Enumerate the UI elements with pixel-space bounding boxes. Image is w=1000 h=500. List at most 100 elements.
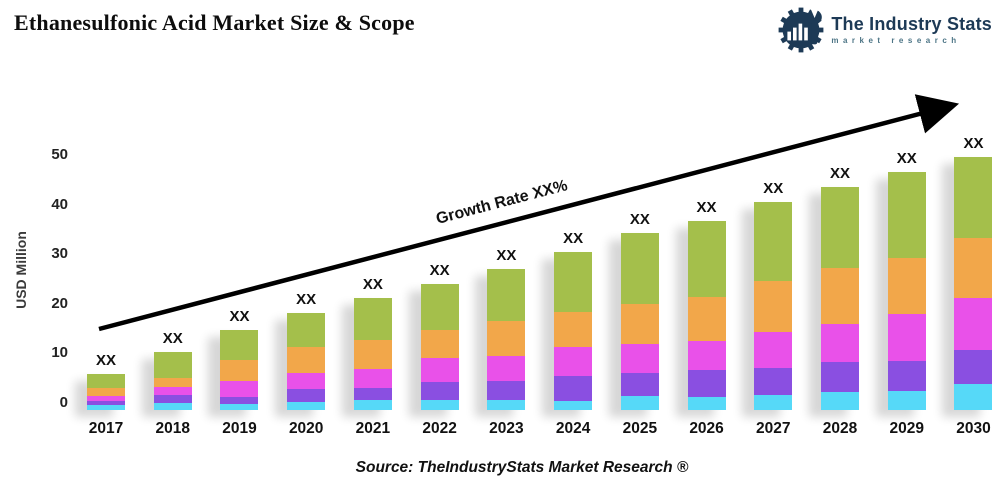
x-tick-2022: 2022 xyxy=(422,420,457,437)
bar-2025-segment-green xyxy=(620,233,659,305)
bar-2019 xyxy=(220,329,259,410)
bar-2029-segment-magenta xyxy=(887,314,926,362)
x-tick-2020: 2020 xyxy=(288,420,324,437)
bar-2027-segment-purple xyxy=(754,368,793,396)
bar-2019-segment-cyan xyxy=(220,404,259,410)
y-tick-0: 0 xyxy=(59,394,68,411)
bar-2020 xyxy=(287,313,326,410)
bar-2030-segment-purple xyxy=(954,349,993,385)
bar-2030-segment-cyan xyxy=(954,384,993,410)
bar-2027-segment-cyan xyxy=(754,395,793,410)
bar-2027-segment-orange xyxy=(754,280,793,332)
bar-2025-segment-orange xyxy=(620,304,659,345)
bar-2029-segment-purple xyxy=(887,361,926,392)
bar-value-label-2030: XX xyxy=(963,135,984,153)
brand-tagline: market research xyxy=(831,36,961,45)
gear-chart-wrench-icon xyxy=(778,6,824,53)
bar-2029-segment-green xyxy=(887,171,926,258)
bar-2020-segment-magenta xyxy=(287,373,326,390)
bar-value-label-2024: XX xyxy=(563,229,584,247)
x-tick-2028: 2028 xyxy=(822,420,858,437)
bar-2026-segment-purple xyxy=(687,369,726,397)
x-tick-2017: 2017 xyxy=(88,420,124,437)
page-title: Ethanesulfonic Acid Market Size & Scope xyxy=(14,10,415,35)
y-tick-20: 20 xyxy=(51,294,68,312)
bar-2018-segment-purple xyxy=(153,395,192,403)
bar-2030-segment-orange xyxy=(954,238,993,298)
bar-2028-segment-purple xyxy=(821,362,860,392)
y-axis-label: USD Million xyxy=(13,231,29,309)
bar-2029-segment-cyan xyxy=(887,391,926,410)
bar-value-label-2027: XX xyxy=(763,179,784,197)
bar-2027 xyxy=(754,201,793,410)
bar-2021 xyxy=(353,297,392,410)
bar-value-label-2021: XX xyxy=(362,275,383,293)
bar-2028-segment-cyan xyxy=(821,391,860,410)
bar-2017 xyxy=(87,373,125,410)
bar-2026-segment-green xyxy=(687,220,726,297)
bar-2025-segment-magenta xyxy=(620,344,659,374)
x-tick-2023: 2023 xyxy=(489,420,524,437)
bar-2022-segment-green xyxy=(420,284,459,330)
bar-2023-segment-green xyxy=(487,268,526,322)
bar-2020-segment-orange xyxy=(287,347,326,374)
bar-2024-segment-orange xyxy=(554,311,593,347)
bar-2027-segment-magenta xyxy=(754,331,793,369)
y-tick-10: 10 xyxy=(51,344,68,362)
bar-value-label-2026: XX xyxy=(696,198,717,216)
bar-2025-segment-cyan xyxy=(620,395,659,410)
bar-2024-segment-magenta xyxy=(554,346,593,376)
bar-2020-segment-cyan xyxy=(287,401,326,410)
y-tick-40: 40 xyxy=(51,195,68,213)
bar-2023 xyxy=(487,268,526,410)
bar-2019-segment-magenta xyxy=(220,381,259,397)
bar-2021-segment-green xyxy=(353,297,392,340)
bar-2028 xyxy=(821,186,860,410)
bar-2024-segment-green xyxy=(554,251,593,312)
bar-2022 xyxy=(420,284,459,410)
bar-2025 xyxy=(620,233,659,410)
bar-2018-segment-magenta xyxy=(153,387,192,396)
bar-2021-segment-magenta xyxy=(353,368,392,389)
bar-value-label-2019: XX xyxy=(229,307,250,325)
bar-value-label-2023: XX xyxy=(496,246,517,264)
bar-2020-segment-purple xyxy=(287,389,326,402)
bar-2026-segment-magenta xyxy=(687,340,726,370)
bar-value-label-2017: XX xyxy=(95,351,116,369)
bar-2024-segment-purple xyxy=(554,375,593,401)
x-tick-2018: 2018 xyxy=(155,420,190,437)
brand-name: The Industry Stats xyxy=(831,14,992,34)
bar-2023-segment-purple xyxy=(487,381,526,400)
bar-2026-segment-cyan xyxy=(687,397,726,410)
bar-2017-segment-purple xyxy=(87,401,125,406)
bar-2017-segment-green xyxy=(87,373,125,388)
bar-2022-segment-purple xyxy=(420,381,459,400)
bar-2019-segment-purple xyxy=(220,396,259,405)
bar-2018 xyxy=(153,352,192,410)
bar-2022-segment-magenta xyxy=(420,357,459,382)
bar-2025-segment-purple xyxy=(620,373,659,396)
bar-value-label-2018: XX xyxy=(162,330,183,348)
bar-value-label-2022: XX xyxy=(429,262,450,280)
bar-2018-segment-green xyxy=(153,352,192,379)
bar-2021-segment-purple xyxy=(353,388,392,400)
y-tick-30: 30 xyxy=(51,245,68,263)
bar-2017-segment-orange xyxy=(87,387,125,396)
bar-value-label-2029: XX xyxy=(896,149,917,167)
x-tick-2019: 2019 xyxy=(222,420,257,437)
bar-2017-segment-cyan xyxy=(87,405,125,410)
bar-2021-segment-cyan xyxy=(353,400,392,410)
bar-2020-segment-green xyxy=(287,313,326,348)
source-attribution: Source: TheIndustryStats Market Research… xyxy=(355,459,689,476)
x-tick-2025: 2025 xyxy=(622,420,658,437)
bar-2026 xyxy=(687,220,726,410)
bar-2019-segment-green xyxy=(220,329,259,361)
y-tick-50: 50 xyxy=(51,146,68,163)
x-tick-2026: 2026 xyxy=(689,420,724,437)
bar-2030-segment-green xyxy=(954,157,993,239)
brand-logo: The Industry Stats market research xyxy=(777,6,992,54)
x-tick-2021: 2021 xyxy=(355,420,391,437)
bar-value-label-2028: XX xyxy=(830,164,851,182)
bar-2018-segment-cyan xyxy=(153,402,192,410)
bar-2023-segment-orange xyxy=(487,321,526,357)
